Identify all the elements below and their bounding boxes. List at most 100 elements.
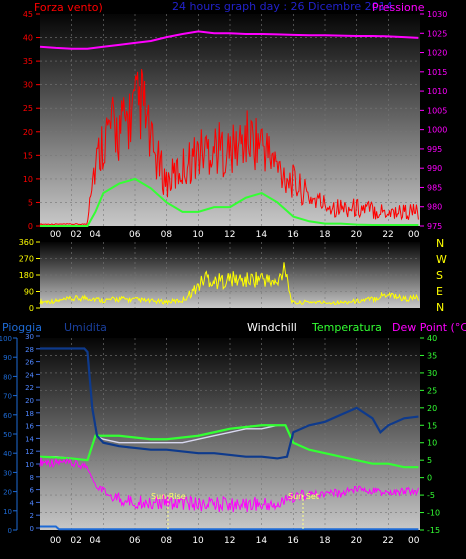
wind-x-tick: 18 xyxy=(319,230,331,240)
rain-tick-label: 20 xyxy=(3,489,12,497)
temperature-tick-label: 10 xyxy=(427,439,437,448)
temperature-x-tick: 10 xyxy=(192,536,204,546)
wind-tick-label: 40 xyxy=(23,34,33,43)
wind-tick-label: 10 xyxy=(23,175,33,184)
humidity-tick-label: 14 xyxy=(25,435,34,443)
humidity-tick-label: 0 xyxy=(30,525,34,533)
pressure-tick-label: 1005 xyxy=(427,106,447,115)
sunset-annotation: Sun Set xyxy=(288,492,319,501)
temperature-x-tick: 22 xyxy=(382,536,393,546)
temperature-tick-label: 15 xyxy=(427,421,437,430)
direction-tick-label: 90 xyxy=(24,288,34,297)
wind-x-tick: 12 xyxy=(224,230,235,240)
temperature-x-tick: 16 xyxy=(287,536,299,546)
humidity-tick-label: 26 xyxy=(25,359,34,367)
average-wind-series xyxy=(40,177,419,227)
dewpoint-series xyxy=(39,457,419,513)
pressure-tick-label: 985 xyxy=(427,183,442,192)
rain-tick-label: 100 xyxy=(0,335,12,343)
temperature-x-tick: 18 xyxy=(319,536,331,546)
wind-x-tick: 00 xyxy=(408,230,420,240)
direction-series xyxy=(39,262,419,306)
direction-tick-label: 0 xyxy=(29,304,34,313)
pressure-axis-label: Pressione xyxy=(372,1,425,14)
rain-series xyxy=(40,525,419,531)
compass-label: S xyxy=(436,269,443,282)
rain-tick-label: 30 xyxy=(3,469,12,477)
temperature-tick-label: 0 xyxy=(427,474,432,483)
pressure-tick-label: 1000 xyxy=(427,126,447,135)
wind-tick-label: 30 xyxy=(23,81,33,90)
wind-x-tick: 14 xyxy=(256,230,268,240)
wind-tick-label: 0 xyxy=(28,222,33,231)
pressure-tick-label: 975 xyxy=(427,222,442,231)
wind-x-tick: 02 xyxy=(70,230,81,240)
humidity-axis-label: Umidita xyxy=(64,321,107,334)
wind-tick-label: 25 xyxy=(23,104,33,113)
temperature-label: Temperatura xyxy=(311,321,382,334)
pressure-tick-label: 1010 xyxy=(427,87,447,96)
rain-tick-label: 60 xyxy=(3,412,12,420)
rain-axis-label: Pioggia xyxy=(2,321,42,334)
wind-x-tick: 00 xyxy=(50,230,62,240)
humidity-tick-label: 30 xyxy=(25,333,34,341)
pressure-tick-label: 1015 xyxy=(427,68,447,77)
compass-label: W xyxy=(436,253,447,266)
wind-axis-label: Forza vento) xyxy=(34,1,103,14)
direction-tick-label: 180 xyxy=(19,271,34,280)
wind-x-tick: 06 xyxy=(129,230,141,240)
wind-x-tick: 22 xyxy=(382,230,393,240)
rain-tick-label: 40 xyxy=(3,450,12,458)
temperature-tick-label: -5 xyxy=(427,491,435,500)
humidity-tick-label: 22 xyxy=(25,384,34,392)
compass-label: E xyxy=(436,285,443,298)
humidity-tick-label: 4 xyxy=(30,499,35,507)
rain-tick-label: 80 xyxy=(3,373,12,381)
humidity-tick-label: 10 xyxy=(25,461,34,469)
pressure-series xyxy=(39,30,419,50)
temperature-x-tick: 06 xyxy=(129,536,141,546)
temperature-tick-label: 20 xyxy=(427,404,437,413)
pressure-tick-label: 995 xyxy=(427,145,442,154)
wind-x-tick: 16 xyxy=(287,230,299,240)
temperature-tick-label: -10 xyxy=(427,509,440,518)
temperature-x-tick: 20 xyxy=(351,536,363,546)
rain-tick-label: 10 xyxy=(3,508,12,516)
dewpoint-label: Dew Point (°C) xyxy=(392,321,466,334)
temperature-x-tick: 04 xyxy=(89,536,101,546)
humidity-tick-label: 8 xyxy=(30,474,34,482)
temperature-tick-label: 35 xyxy=(427,351,437,360)
temperature-tick-label: 40 xyxy=(427,334,437,343)
wind-tick-label: 45 xyxy=(23,10,33,19)
wind-x-tick: 04 xyxy=(89,230,101,240)
temperature-x-tick: 08 xyxy=(161,536,173,546)
wind-tick-label: 5 xyxy=(28,198,33,207)
rain-tick-label: 70 xyxy=(3,393,12,401)
temperature-x-tick: 14 xyxy=(256,536,268,546)
humidity-tick-label: 2 xyxy=(30,512,34,520)
wind-tick-label: 15 xyxy=(23,151,33,160)
windchill-label: Windchill xyxy=(247,321,297,334)
pressure-tick-label: 1030 xyxy=(427,10,447,19)
temperature-tick-label: 30 xyxy=(427,369,437,378)
wind-tick-label: 20 xyxy=(23,128,33,137)
pressure-tick-label: 990 xyxy=(427,164,442,173)
wind-x-tick: 10 xyxy=(192,230,204,240)
humidity-tick-label: 6 xyxy=(30,487,35,495)
temperature-tick-label: 25 xyxy=(427,386,437,395)
temperature-x-tick: 00 xyxy=(408,536,420,546)
compass-label: N xyxy=(436,237,444,250)
pressure-tick-label: 1020 xyxy=(427,49,447,58)
humidity-tick-label: 18 xyxy=(25,410,34,418)
compass-label: N xyxy=(436,301,444,314)
humidity-tick-label: 12 xyxy=(25,448,34,456)
humidity-tick-label: 16 xyxy=(25,423,34,431)
pressure-tick-label: 980 xyxy=(427,203,442,212)
pressure-tick-label: 1025 xyxy=(427,29,447,38)
rain-tick-label: 0 xyxy=(8,527,12,535)
gust-series xyxy=(39,69,419,226)
direction-tick-label: 270 xyxy=(19,255,34,264)
wind-tick-label: 35 xyxy=(23,57,33,66)
